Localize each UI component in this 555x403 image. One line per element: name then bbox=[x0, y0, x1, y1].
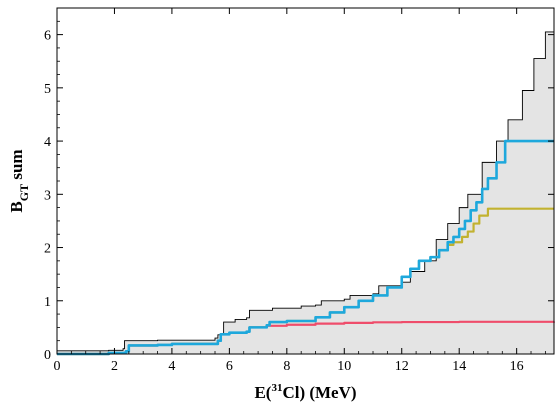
x-tick-label: 14 bbox=[452, 359, 466, 374]
y-axis-title: BGT sum bbox=[7, 149, 31, 212]
x-tick-label: 2 bbox=[111, 359, 118, 374]
x-tick-label: 16 bbox=[510, 359, 524, 374]
y-tick-label: 4 bbox=[44, 135, 51, 150]
envelope-area bbox=[57, 15, 554, 354]
x-tick-label: 0 bbox=[54, 359, 61, 374]
y-tick-label: 3 bbox=[44, 188, 51, 203]
x-tick-label: 4 bbox=[168, 359, 175, 374]
y-tick-label: 0 bbox=[44, 348, 51, 363]
series-line-3 bbox=[57, 139, 554, 356]
x-tick-label: 10 bbox=[337, 359, 351, 374]
plot-area bbox=[57, 15, 555, 356]
y-tick-label: 1 bbox=[44, 295, 51, 310]
envelope-upper-line bbox=[57, 15, 555, 352]
y-tick-label: 2 bbox=[44, 242, 51, 257]
x-tick-label: 12 bbox=[395, 359, 409, 374]
y-tick-label: 6 bbox=[44, 29, 51, 44]
x-tick-label: 6 bbox=[226, 359, 233, 374]
x-axis-title: E(31Cl) (MeV) bbox=[254, 382, 356, 402]
y-tick-label: 5 bbox=[44, 82, 51, 97]
x-tick-label: 8 bbox=[283, 359, 290, 374]
